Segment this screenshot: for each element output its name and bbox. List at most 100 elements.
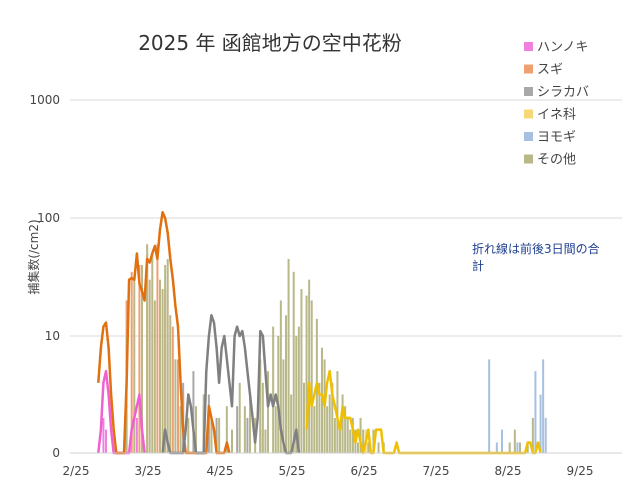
bar: [177, 359, 179, 453]
bar: [542, 359, 545, 453]
axes: 0 10 100 1000 2/25 3/25 4/25 5/25 6/25 7/25 8/25 9/…: [29, 93, 622, 478]
bar: [519, 442, 521, 453]
bar: [264, 429, 267, 453]
bar: [295, 336, 298, 453]
bar: [259, 359, 262, 453]
x-tick-label: 2/25: [63, 464, 90, 478]
x-tick-label: 5/25: [279, 464, 306, 478]
legend-label: ハンノキ: [537, 40, 588, 55]
legend-swatch: [524, 87, 533, 96]
bar: [331, 382, 334, 453]
bar: [156, 244, 159, 453]
bar: [290, 394, 293, 453]
bar: [531, 417, 534, 453]
bar: [195, 406, 197, 453]
bar: [267, 371, 269, 453]
bar: [102, 417, 105, 453]
bar: [349, 429, 352, 453]
bar: [179, 406, 182, 453]
bar: [249, 394, 251, 453]
x-tick-label: 8/25: [495, 464, 522, 478]
bar: [513, 429, 516, 453]
bar: [344, 406, 347, 453]
bar: [300, 289, 303, 453]
bar: [210, 417, 213, 453]
y-tick-label: 100: [37, 211, 60, 225]
bar: [534, 371, 537, 453]
bar: [161, 289, 164, 453]
bar: [277, 336, 280, 453]
bar: [333, 417, 336, 453]
bar-series: [102, 244, 547, 453]
bar: [305, 295, 308, 453]
x-tick-label: 7/25: [423, 464, 450, 478]
bar: [187, 417, 190, 453]
legend-swatch: [524, 42, 533, 51]
bar: [308, 279, 311, 453]
bar: [153, 300, 156, 453]
bar: [544, 417, 547, 453]
bar: [146, 244, 149, 453]
bar: [238, 382, 241, 453]
bar: [359, 417, 362, 453]
bar: [362, 429, 365, 453]
bar: [318, 382, 321, 453]
bar: [261, 382, 264, 453]
bar: [151, 253, 154, 453]
series-line: [161, 313, 301, 455]
bar: [135, 417, 138, 453]
bar: [303, 382, 305, 453]
bar: [539, 394, 542, 453]
bar: [336, 371, 339, 453]
bar: [501, 429, 503, 453]
bar: [231, 429, 233, 453]
bar: [377, 442, 380, 453]
bar: [274, 406, 277, 453]
legend-label: スギ: [537, 63, 563, 78]
bar: [130, 271, 133, 453]
annotation-line2: 計: [472, 258, 484, 273]
bar: [159, 279, 161, 453]
legend-label: イネ科: [537, 108, 576, 123]
bar: [516, 442, 519, 453]
bar: [367, 442, 370, 453]
series-line: [97, 210, 231, 455]
bar: [192, 371, 195, 453]
x-tick-label: 6/25: [351, 464, 378, 478]
legend-label: シラカバ: [537, 85, 589, 100]
bar: [218, 417, 221, 453]
bar: [526, 442, 529, 453]
bar: [346, 417, 349, 453]
bar: [166, 258, 169, 453]
chart-title: 2025 年 函館地方の空中花粉: [138, 31, 402, 55]
bar: [508, 442, 511, 453]
bar: [282, 359, 285, 453]
x-tick-label: 3/25: [135, 464, 162, 478]
bar: [495, 442, 498, 453]
bar: [225, 406, 228, 453]
bar: [169, 315, 172, 453]
bar: [339, 429, 341, 453]
bar: [174, 359, 177, 453]
legend-swatch: [524, 64, 533, 74]
bar: [246, 417, 249, 453]
y-tick-label: 0: [52, 446, 60, 460]
bar: [292, 271, 295, 453]
bar: [164, 264, 167, 453]
bar: [105, 429, 107, 453]
bar: [310, 300, 313, 453]
legend-swatch: [524, 109, 533, 119]
bar: [372, 429, 375, 453]
bar: [171, 326, 174, 453]
legend-label: ヨモギ: [537, 130, 576, 145]
bar: [488, 359, 491, 453]
annotation-line1: 折れ線は前後3日間の合: [472, 241, 600, 256]
bar: [341, 394, 344, 453]
bar: [215, 417, 218, 453]
bar: [141, 264, 143, 453]
y-axis-label: 捕集数(/cm2): [26, 219, 41, 294]
line-series: [97, 210, 542, 455]
